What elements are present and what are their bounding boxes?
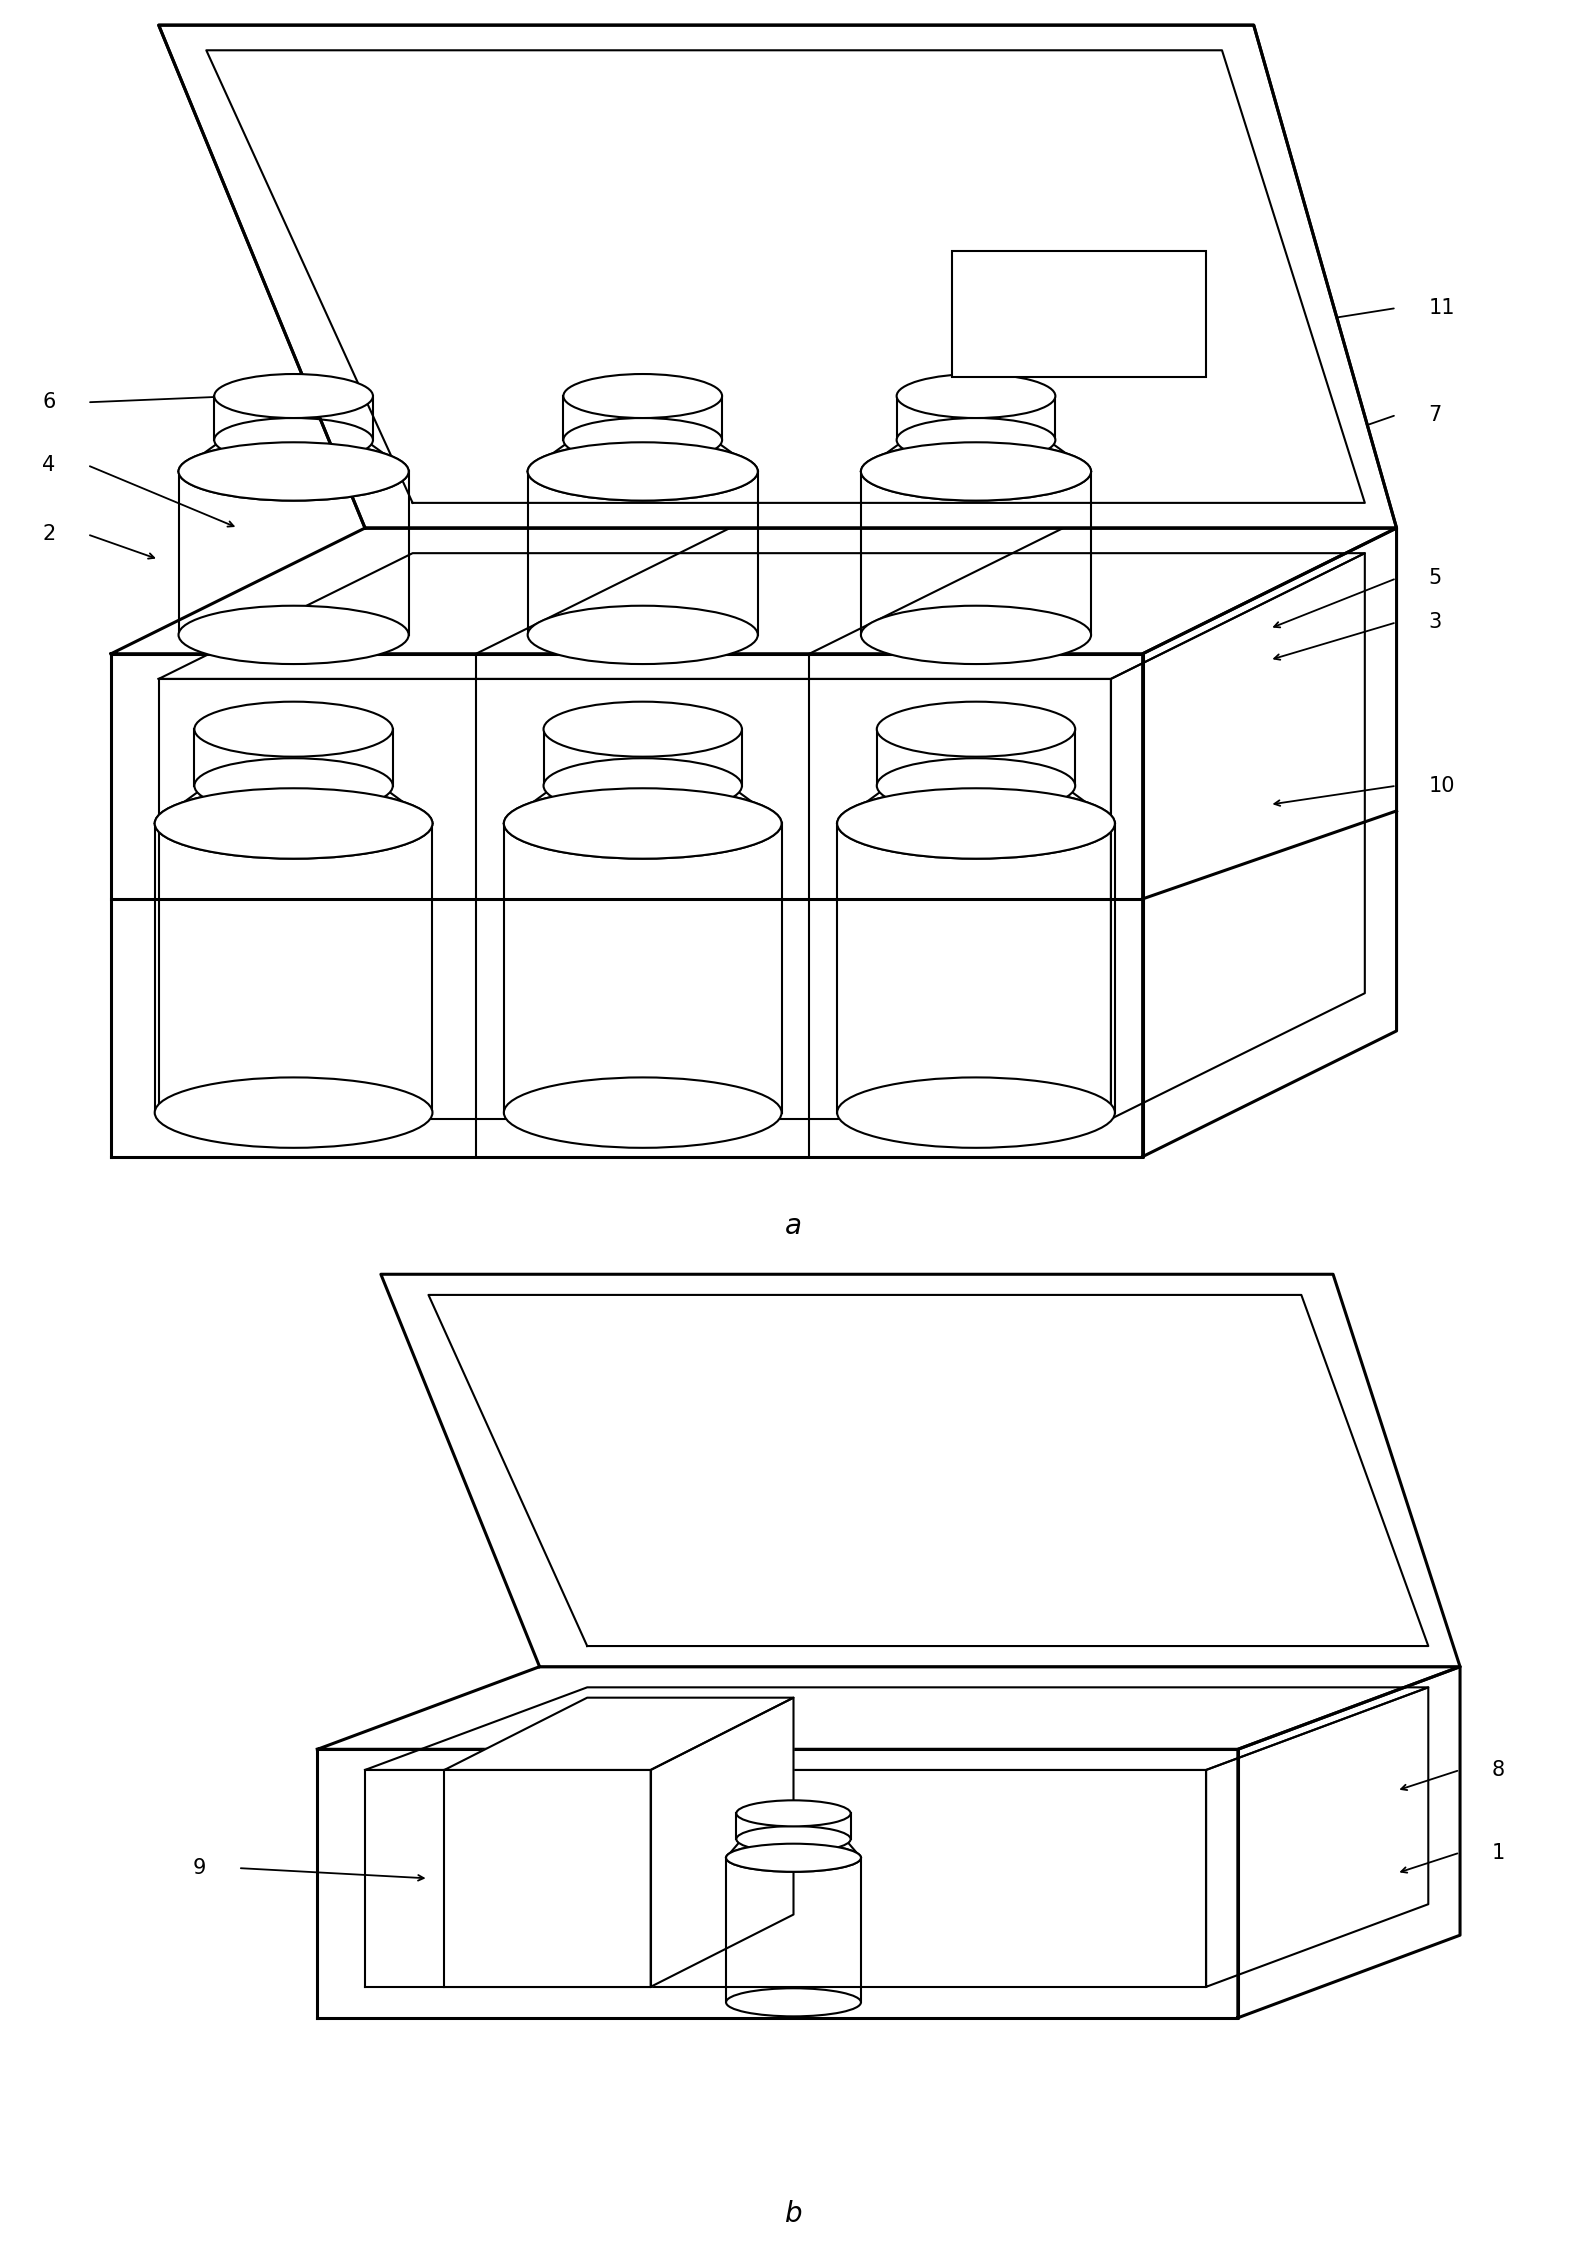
Text: 10: 10 xyxy=(1428,777,1455,795)
Polygon shape xyxy=(444,1697,794,1769)
Ellipse shape xyxy=(178,442,409,501)
Ellipse shape xyxy=(897,375,1055,418)
Text: 1: 1 xyxy=(1492,1843,1504,1863)
Ellipse shape xyxy=(838,1078,1114,1147)
Ellipse shape xyxy=(527,442,759,501)
Ellipse shape xyxy=(897,418,1055,462)
Ellipse shape xyxy=(178,606,409,665)
Text: a: a xyxy=(786,1212,801,1239)
Polygon shape xyxy=(651,1697,794,1987)
Ellipse shape xyxy=(194,759,394,813)
Text: 7: 7 xyxy=(1428,404,1441,424)
Ellipse shape xyxy=(154,788,432,858)
Ellipse shape xyxy=(838,788,1114,858)
Polygon shape xyxy=(111,653,1143,1156)
Text: 2: 2 xyxy=(43,525,56,543)
Polygon shape xyxy=(111,528,1397,653)
Text: b: b xyxy=(784,2200,803,2227)
Polygon shape xyxy=(1238,1666,1460,2018)
Ellipse shape xyxy=(563,418,722,462)
Ellipse shape xyxy=(505,788,781,858)
Ellipse shape xyxy=(860,442,1092,501)
Bar xyxy=(952,251,1206,377)
Ellipse shape xyxy=(876,759,1076,813)
Ellipse shape xyxy=(727,1989,860,2016)
Ellipse shape xyxy=(860,442,1092,501)
Ellipse shape xyxy=(860,606,1092,665)
Ellipse shape xyxy=(178,442,409,501)
Ellipse shape xyxy=(876,703,1076,757)
Polygon shape xyxy=(159,25,1397,528)
Polygon shape xyxy=(159,25,1397,528)
Ellipse shape xyxy=(214,375,373,418)
Ellipse shape xyxy=(154,788,432,858)
Ellipse shape xyxy=(563,375,722,418)
Ellipse shape xyxy=(736,1825,851,1852)
Polygon shape xyxy=(381,1275,1460,1666)
Ellipse shape xyxy=(736,1800,851,1827)
Polygon shape xyxy=(444,1769,651,1987)
Ellipse shape xyxy=(505,1078,781,1147)
Polygon shape xyxy=(1143,528,1397,1156)
Polygon shape xyxy=(317,1749,1238,2018)
Ellipse shape xyxy=(505,788,781,858)
Ellipse shape xyxy=(527,606,759,665)
Ellipse shape xyxy=(543,759,743,813)
Polygon shape xyxy=(317,1666,1460,1749)
Text: 11: 11 xyxy=(1428,299,1455,319)
Text: 3: 3 xyxy=(1428,613,1441,633)
Ellipse shape xyxy=(154,1078,432,1147)
Ellipse shape xyxy=(214,418,373,462)
Ellipse shape xyxy=(727,1843,860,1872)
Ellipse shape xyxy=(838,788,1114,858)
Text: 5: 5 xyxy=(1428,568,1441,588)
Ellipse shape xyxy=(727,1843,860,1872)
Ellipse shape xyxy=(543,703,743,757)
Ellipse shape xyxy=(194,703,394,757)
Text: 9: 9 xyxy=(194,1859,206,1879)
Ellipse shape xyxy=(527,442,759,501)
Text: 4: 4 xyxy=(43,456,56,476)
Text: 8: 8 xyxy=(1492,1760,1504,1780)
Text: 6: 6 xyxy=(43,393,56,413)
